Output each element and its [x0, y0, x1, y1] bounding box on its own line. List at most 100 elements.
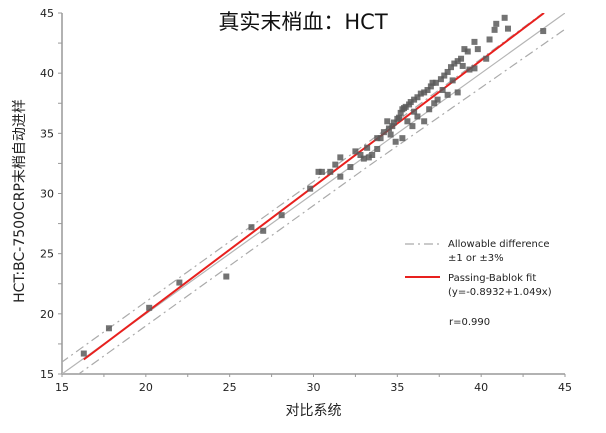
reference-lines	[62, 13, 565, 374]
y-tick-label: 30	[40, 188, 54, 201]
data-point	[389, 123, 396, 130]
data-point	[451, 60, 458, 67]
x-tick-label: 25	[223, 381, 237, 394]
data-point	[414, 94, 421, 101]
data-point	[360, 155, 367, 162]
data-point	[387, 131, 394, 138]
data-point	[278, 212, 285, 219]
data-point	[248, 224, 255, 231]
data-point	[176, 279, 183, 286]
data-point	[444, 68, 451, 75]
data-point	[461, 46, 468, 53]
data-point	[501, 14, 508, 21]
data-point	[146, 304, 153, 311]
x-tick-label: 15	[55, 381, 69, 394]
y-tick-label: 25	[40, 248, 54, 261]
data-point	[454, 58, 461, 65]
data-point	[404, 118, 411, 125]
data-point	[380, 129, 387, 136]
data-point	[411, 108, 418, 115]
x-tick-label: 35	[390, 381, 404, 394]
data-point	[424, 87, 431, 94]
data-point	[374, 135, 381, 142]
data-point	[337, 154, 344, 161]
data-point	[307, 185, 314, 192]
data-point	[540, 28, 547, 35]
data-point	[439, 87, 446, 94]
data-point	[449, 77, 456, 84]
data-point	[426, 106, 433, 113]
data-point	[466, 66, 473, 73]
x-axis-label: 对比系统	[285, 403, 342, 419]
data-points	[80, 14, 547, 357]
data-point	[493, 20, 500, 27]
y-tick-label: 35	[40, 127, 54, 140]
legend-label: (y=-0.8932+1.049x)	[448, 287, 552, 298]
data-point	[402, 103, 409, 110]
axes: 15 20 25 30 35 40 45 15 20 25 30 35 40 45	[40, 7, 572, 394]
correlation-annotation: r=0.990	[449, 317, 490, 328]
y-tick-label: 20	[40, 308, 54, 321]
legend: Allowable difference ±1 or ±3% Passing-Bab…	[405, 239, 552, 328]
y-tick-label: 45	[40, 7, 54, 20]
data-point	[352, 148, 359, 155]
x-tick-label: 45	[558, 381, 572, 394]
data-point	[384, 118, 391, 125]
data-point	[464, 48, 471, 55]
data-point	[377, 135, 384, 142]
data-point	[471, 38, 478, 45]
data-point	[409, 123, 416, 130]
data-point	[434, 96, 441, 103]
data-point	[411, 96, 418, 103]
data-point	[504, 25, 511, 32]
data-point	[332, 161, 339, 168]
y-tick-label: 15	[40, 368, 54, 381]
x-tick-label: 20	[139, 381, 153, 394]
data-point	[369, 151, 376, 158]
data-point	[427, 83, 434, 90]
y-tick-label: 40	[40, 67, 54, 80]
chart-title: 真实末梢血：HCT	[218, 10, 388, 34]
legend-label: ±1 or ±3%	[448, 253, 504, 264]
data-point	[454, 89, 461, 96]
data-point	[392, 138, 399, 145]
data-point	[432, 79, 439, 86]
data-point	[347, 164, 354, 171]
data-point	[105, 325, 112, 332]
data-point	[80, 350, 87, 357]
data-point	[414, 113, 421, 120]
data-point	[429, 79, 436, 86]
data-point	[491, 26, 498, 33]
data-point	[417, 90, 424, 97]
data-point	[407, 99, 414, 106]
data-point	[483, 55, 490, 62]
x-tick-label: 40	[474, 381, 488, 394]
data-point	[397, 109, 404, 116]
data-point	[337, 173, 344, 180]
data-point	[444, 91, 451, 98]
data-point	[486, 36, 493, 43]
x-tick-label: 30	[307, 381, 321, 394]
data-point	[399, 135, 406, 142]
data-point	[357, 151, 364, 158]
data-point	[365, 154, 372, 161]
data-point	[327, 168, 334, 175]
data-point	[437, 76, 444, 83]
data-point	[431, 100, 438, 107]
data-point	[447, 64, 454, 71]
data-point	[441, 72, 448, 79]
upper-allowable-line	[62, 13, 545, 363]
data-point	[223, 273, 230, 280]
lower-allowable-line	[77, 28, 565, 374]
legend-label: Passing-Bablok fit	[448, 273, 536, 284]
fit-line	[83, 13, 545, 361]
data-point	[385, 125, 392, 132]
data-point	[390, 119, 397, 126]
data-point	[315, 168, 322, 175]
data-point	[364, 144, 371, 151]
data-point	[421, 89, 428, 96]
data-point	[260, 227, 267, 234]
data-point	[458, 55, 465, 62]
data-point	[374, 145, 381, 152]
